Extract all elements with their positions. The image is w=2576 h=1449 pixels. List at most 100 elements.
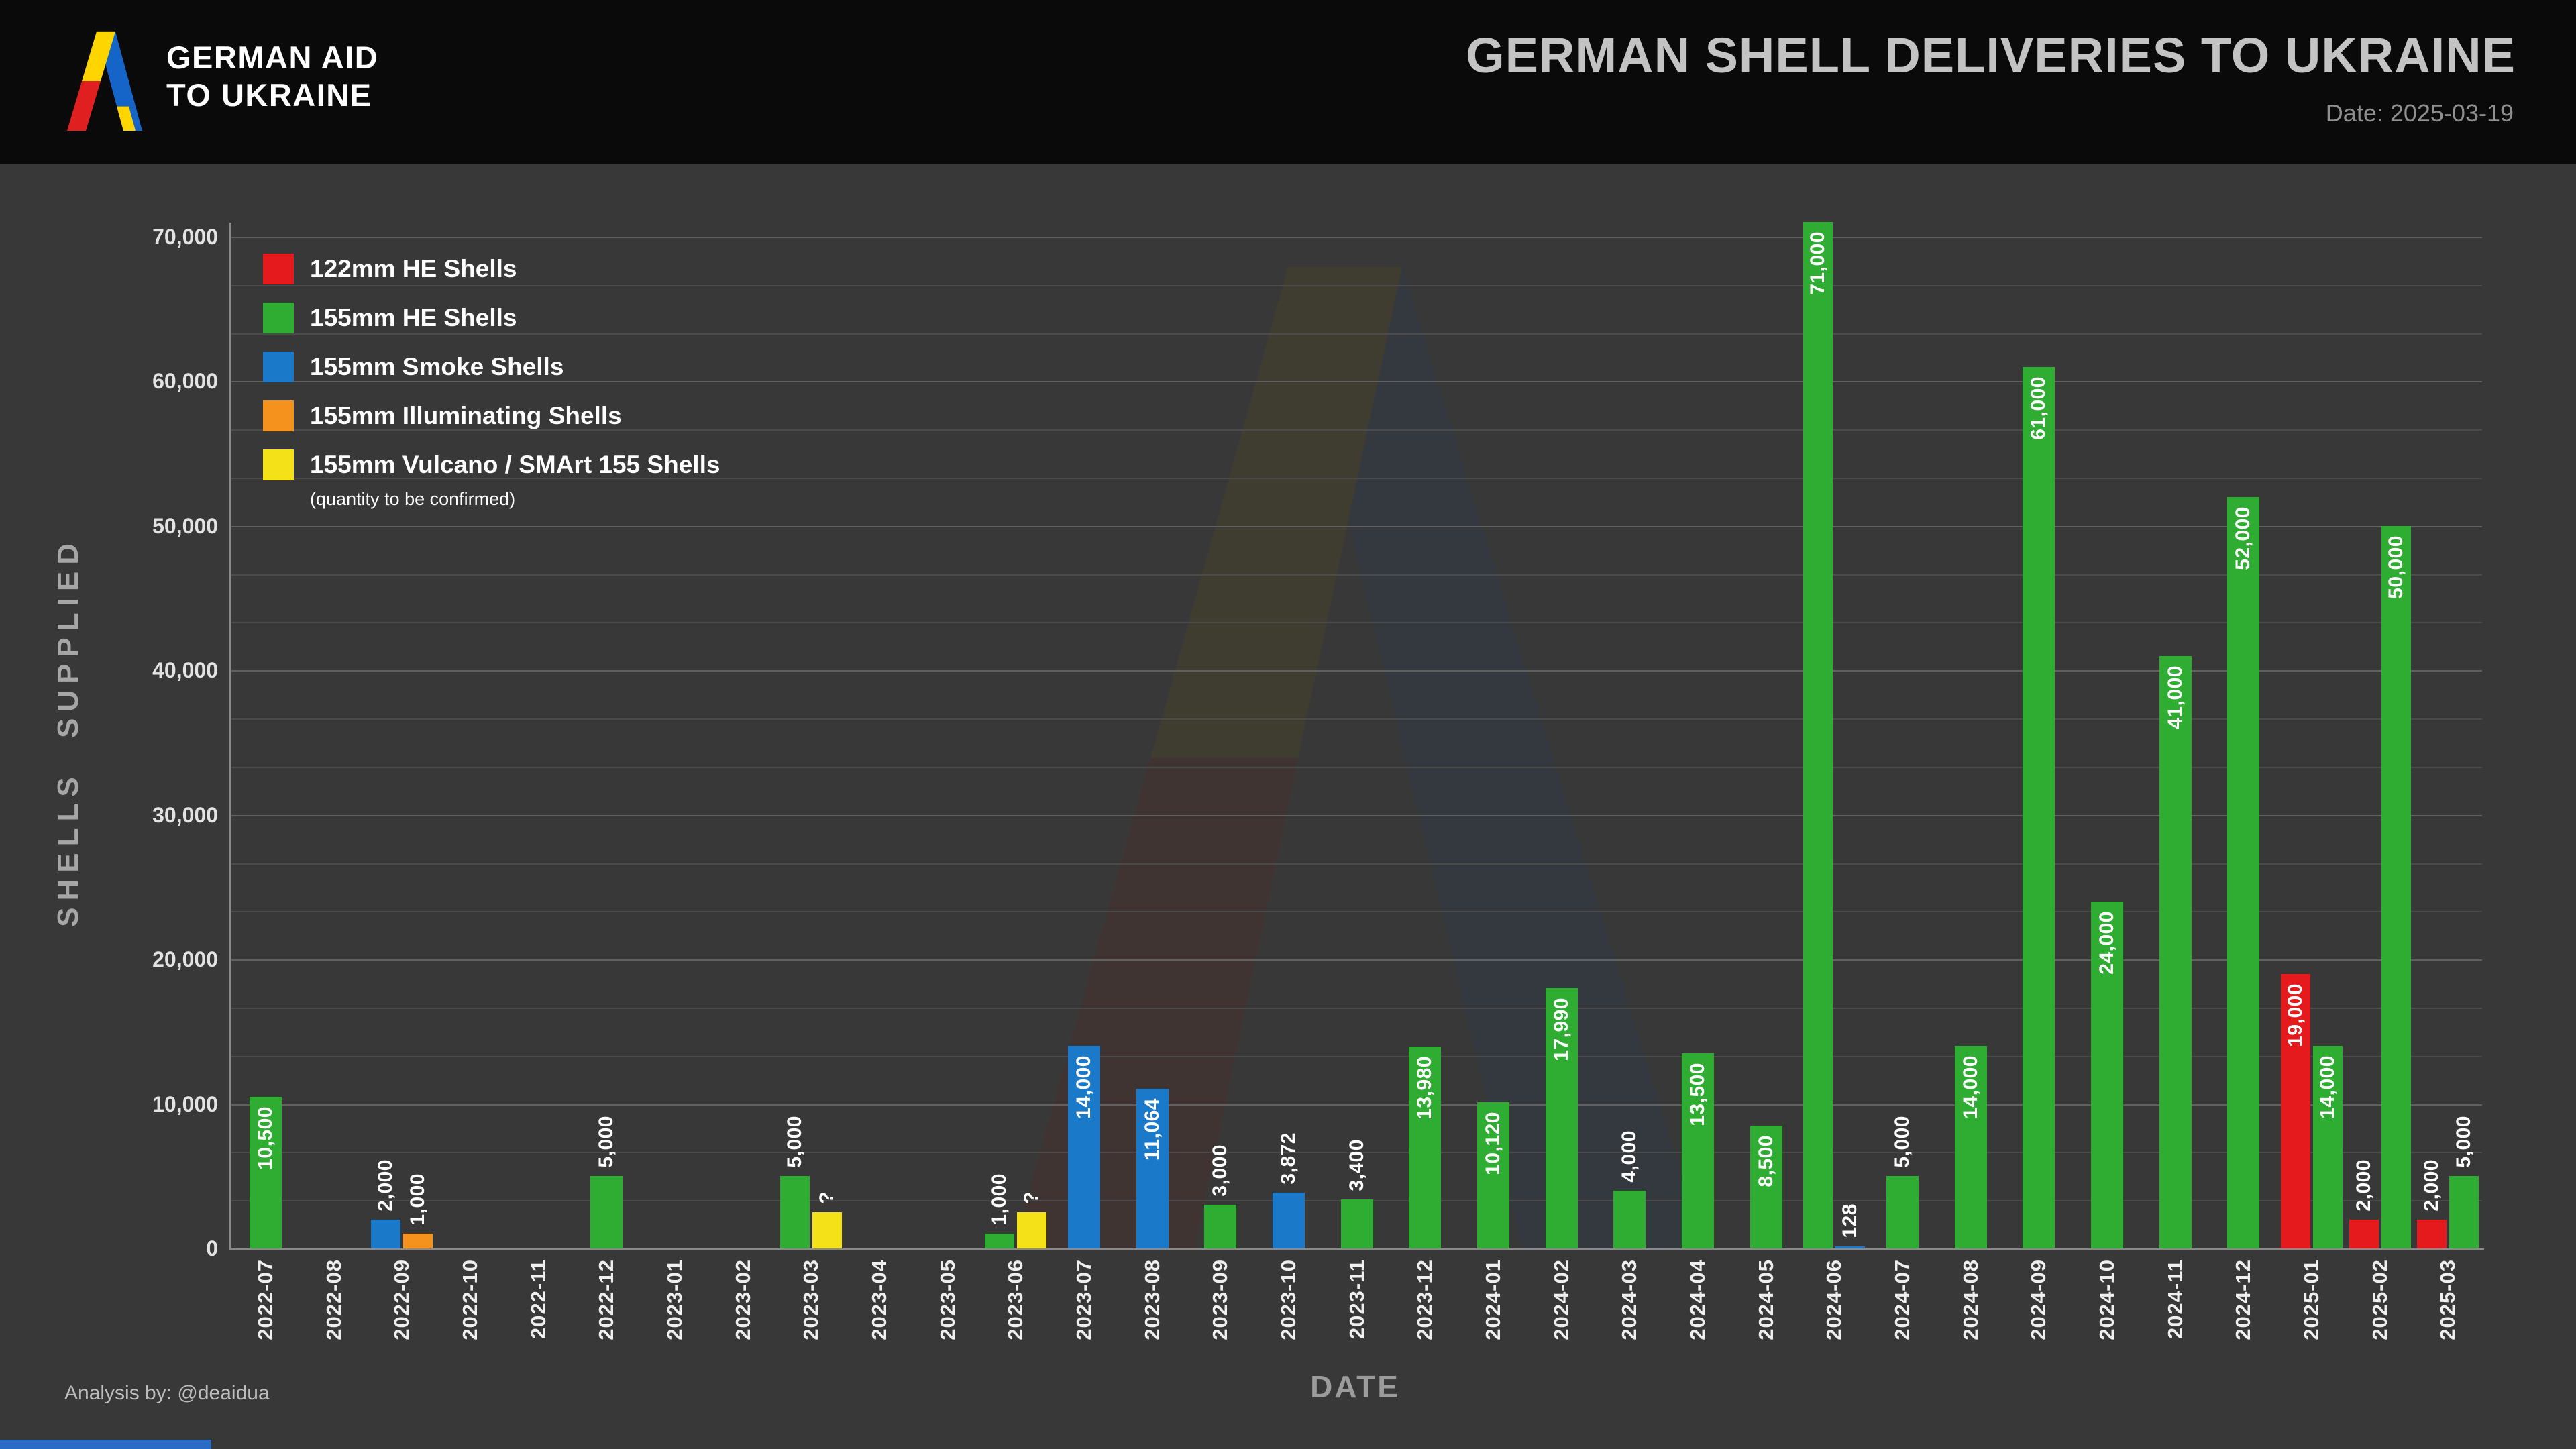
bar-2024-03 bbox=[1613, 1191, 1646, 1248]
bar-value-label: 5,000 bbox=[595, 1116, 618, 1168]
x-tick-label: 2023-01 bbox=[662, 1259, 686, 1340]
bar-value-label: 5,000 bbox=[1890, 1116, 1913, 1168]
legend-item: 122mm HE Shells bbox=[263, 254, 720, 284]
bar-2023-03 bbox=[780, 1176, 810, 1248]
bar-2023-11 bbox=[1340, 1199, 1373, 1248]
bar-2025-01 bbox=[2280, 974, 2310, 1248]
x-tick-label: 2022-09 bbox=[390, 1259, 414, 1340]
bar-value-label: 128 bbox=[1839, 1203, 1862, 1238]
bar-2024-02 bbox=[1545, 988, 1578, 1248]
bar-2024-06 bbox=[1803, 222, 1833, 1248]
bar-value-label: 1,000 bbox=[407, 1173, 429, 1226]
bar-value-label: 14,000 bbox=[2316, 1055, 2339, 1119]
gridline bbox=[231, 863, 2482, 865]
bar-value-label: 1,000 bbox=[988, 1173, 1011, 1226]
gridline bbox=[231, 1152, 2482, 1154]
x-tick-label: 2023-05 bbox=[935, 1259, 959, 1340]
x-tick-label: 2022-11 bbox=[526, 1259, 550, 1340]
x-axis-title: DATE bbox=[1310, 1369, 1400, 1404]
x-tick-label: 2022-08 bbox=[321, 1259, 345, 1340]
bar-2022-09 bbox=[403, 1234, 433, 1248]
date-label: Date: 2025-03-19 bbox=[2325, 99, 2514, 127]
y-tick-label: 10,000 bbox=[152, 1091, 218, 1116]
legend-item: 155mm HE Shells bbox=[263, 303, 720, 333]
bar-value-label: 5,000 bbox=[784, 1116, 806, 1168]
legend-label: 122mm HE Shells bbox=[310, 255, 517, 282]
gridline bbox=[231, 1104, 2482, 1106]
bar-2024-06 bbox=[1835, 1246, 1866, 1248]
bar-2025-03 bbox=[2417, 1220, 2447, 1248]
legend-label: 155mm Illuminating Shells bbox=[310, 402, 622, 429]
x-tick-label: 2024-07 bbox=[1890, 1259, 1914, 1340]
header: GERMAN AID TO UKRAINE GERMAN SHELL DELIV… bbox=[0, 0, 2576, 164]
bar-value-label: ? bbox=[816, 1191, 839, 1204]
bar-value-label: 52,000 bbox=[2232, 506, 2255, 570]
y-axis-line bbox=[229, 223, 231, 1250]
x-tick-label: 2022-07 bbox=[253, 1259, 277, 1340]
bar-2024-01 bbox=[1477, 1102, 1509, 1248]
bar-2024-04 bbox=[1681, 1053, 1714, 1248]
x-tick-label: 2023-03 bbox=[799, 1259, 823, 1340]
bar-2024-05 bbox=[1750, 1126, 1782, 1248]
bar-2023-06 bbox=[985, 1234, 1015, 1248]
gridline bbox=[231, 814, 2482, 816]
y-tick-label: 50,000 bbox=[152, 513, 218, 538]
x-tick-label: 2024-05 bbox=[1754, 1259, 1778, 1340]
gridline bbox=[231, 525, 2482, 527]
legend-label: 155mm Smoke Shells bbox=[310, 353, 564, 380]
x-tick-label: 2024-02 bbox=[1549, 1259, 1573, 1340]
bar-2024-12 bbox=[2227, 497, 2260, 1248]
bar-value-label: 10,500 bbox=[254, 1106, 276, 1170]
bar-value-label: 10,120 bbox=[1481, 1112, 1504, 1175]
gridline bbox=[231, 766, 2482, 768]
bar-value-label: 50,000 bbox=[2384, 535, 2407, 599]
x-tick-label: 2023-11 bbox=[1344, 1259, 1368, 1340]
x-tick-label: 2024-01 bbox=[1481, 1259, 1505, 1340]
x-tick-label: 2023-06 bbox=[1004, 1259, 1028, 1340]
gridline bbox=[231, 284, 2482, 286]
bar-value-label: 41,000 bbox=[2163, 665, 2186, 729]
bar-2024-09 bbox=[2023, 367, 2055, 1248]
x-axis-line bbox=[229, 1248, 2484, 1250]
bar-value-label: 2,000 bbox=[374, 1159, 397, 1212]
x-tick-label: 2023-07 bbox=[1071, 1259, 1095, 1340]
x-tick-label: 2024-03 bbox=[1617, 1259, 1642, 1340]
x-tick-label: 2023-04 bbox=[867, 1259, 891, 1340]
gridline bbox=[231, 574, 2482, 576]
bar-2022-09 bbox=[371, 1220, 401, 1248]
gridline bbox=[231, 959, 2482, 961]
bar-value-label: ? bbox=[1020, 1191, 1043, 1204]
gridline bbox=[231, 333, 2482, 335]
legend-label: 155mm HE Shells bbox=[310, 304, 517, 331]
gridline bbox=[231, 1007, 2482, 1009]
bar-value-label: 24,000 bbox=[2095, 911, 2118, 975]
credit-line: Analysis by: @deaidua bbox=[64, 1382, 270, 1404]
y-tick-label: 30,000 bbox=[152, 802, 218, 827]
gridline bbox=[231, 1055, 2482, 1057]
bar-value-label: 2,000 bbox=[2352, 1159, 2375, 1212]
bar-value-label: 61,000 bbox=[2027, 376, 2050, 440]
gridline bbox=[231, 429, 2482, 431]
x-tick-label: 2022-12 bbox=[594, 1259, 619, 1340]
x-tick-label: 2022-10 bbox=[458, 1259, 482, 1340]
bar-value-label: 17,990 bbox=[1550, 998, 1572, 1061]
bar-value-label: 13,980 bbox=[1413, 1056, 1436, 1120]
y-tick-label: 70,000 bbox=[152, 225, 218, 249]
bottom-accent-strip bbox=[0, 1440, 211, 1449]
bar-2023-07 bbox=[1067, 1046, 1100, 1248]
bar-2025-03 bbox=[2449, 1176, 2479, 1248]
legend-item: 155mm Vulcano / SMArt 155 Shells bbox=[263, 449, 720, 480]
legend-item: 155mm Smoke Shells bbox=[263, 352, 720, 382]
legend-label: 155mm Vulcano / SMArt 155 Shells bbox=[310, 451, 720, 478]
gridline bbox=[231, 718, 2482, 720]
bar-2024-11 bbox=[2159, 656, 2192, 1248]
x-tick-label: 2025-02 bbox=[2367, 1259, 2392, 1340]
german-aid-logo-icon bbox=[67, 31, 142, 131]
page-title: GERMAN SHELL DELIVERIES TO UKRAINE bbox=[1466, 28, 2516, 83]
chart-legend: 122mm HE Shells 155mm HE Shells 155mm Smok… bbox=[263, 254, 720, 510]
gridline bbox=[231, 478, 2482, 480]
x-tick-label: 2023-02 bbox=[731, 1259, 755, 1340]
bar-2023-08 bbox=[1136, 1089, 1169, 1248]
x-tick-label: 2024-12 bbox=[2231, 1259, 2255, 1340]
